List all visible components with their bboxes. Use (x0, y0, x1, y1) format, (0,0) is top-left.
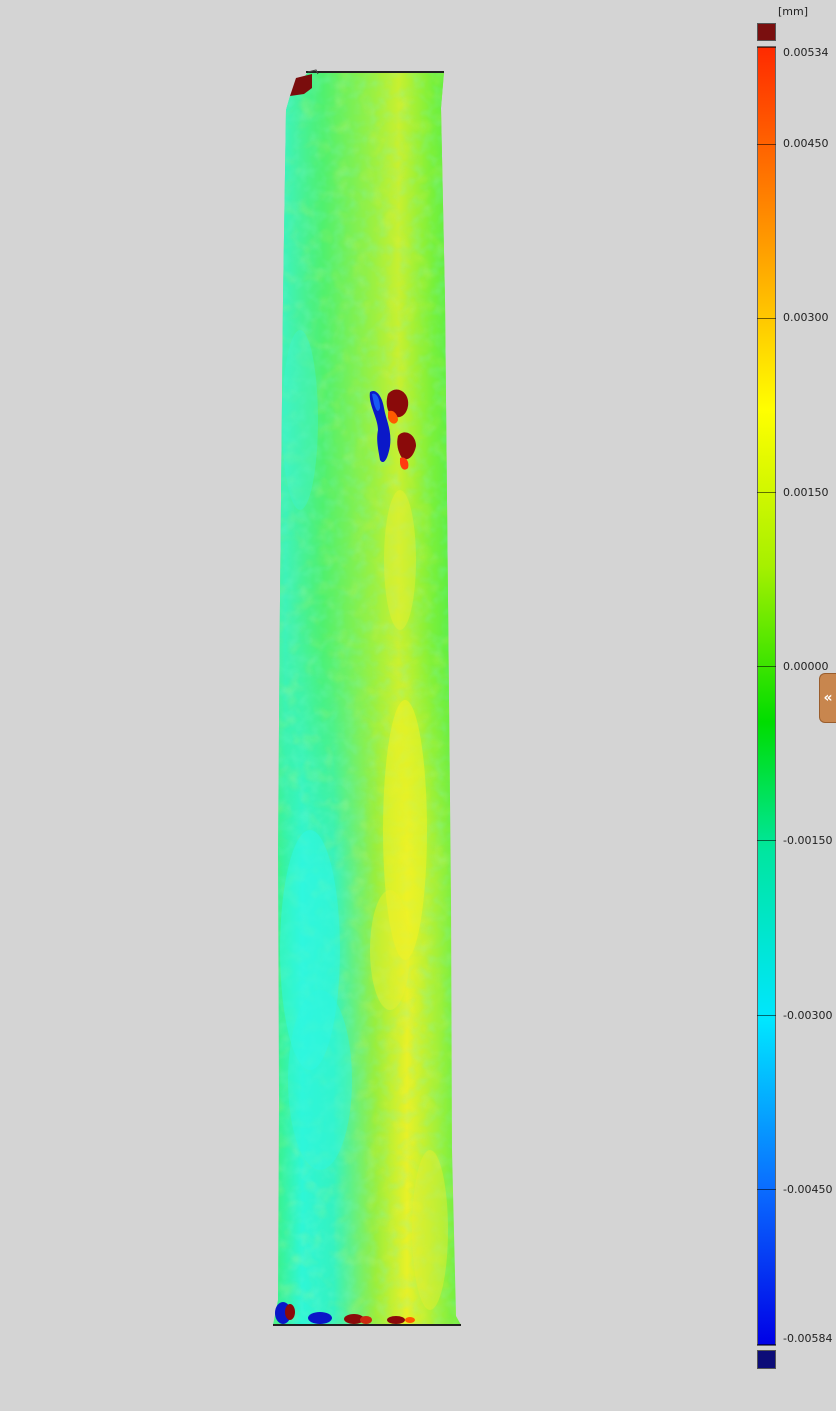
legend-label: 0.00150 (783, 486, 829, 499)
scanned-part-surface (273, 72, 461, 1325)
legend-color-scale-bar (757, 46, 776, 1346)
part-bottom-edge (273, 1302, 461, 1326)
legend-label: -0.00150 (783, 834, 833, 847)
collapse-panel-button[interactable]: « (819, 673, 836, 723)
legend-label-max: 0.00534 (783, 46, 829, 59)
legend-tick (757, 1189, 776, 1190)
part-top-edge (290, 69, 444, 96)
legend-tick (757, 318, 776, 319)
legend-label-zero: 0.00000 (783, 660, 829, 673)
legend-over-range-swatch (757, 23, 776, 41)
legend-label-min: -0.00584 (783, 1332, 833, 1345)
legend-label: 0.00450 (783, 137, 829, 150)
legend-unit-label: [mm] (778, 5, 809, 18)
double-chevron-left-icon: « (823, 690, 833, 706)
legend-label: -0.00300 (783, 1009, 833, 1022)
defect-cluster (369, 389, 416, 470)
legend-tick (757, 144, 776, 145)
legend-label: -0.00450 (783, 1183, 833, 1196)
legend-tick (757, 1015, 776, 1016)
legend-label: 0.00300 (783, 311, 829, 324)
legend-tick (757, 840, 776, 841)
legend-tick (757, 492, 776, 493)
legend-tick (757, 666, 776, 667)
legend-tick (757, 1344, 776, 1345)
legend-under-range-swatch (757, 1350, 776, 1369)
legend-tick (757, 47, 776, 48)
